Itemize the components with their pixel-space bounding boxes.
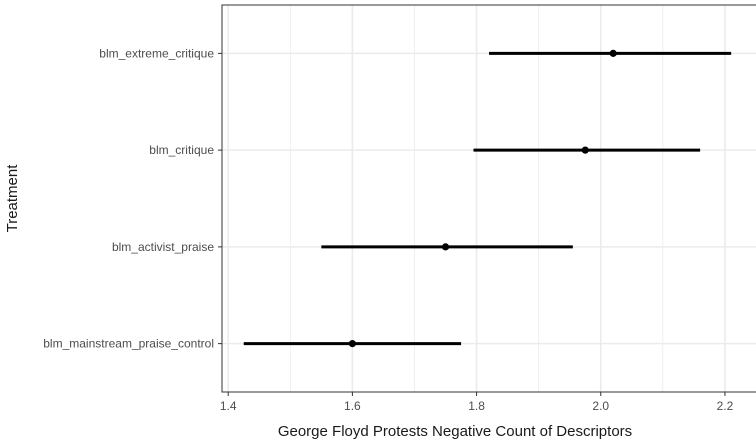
x-tick-label: 1.6: [344, 399, 361, 413]
y-tick-label: blm_critique: [149, 143, 214, 157]
y-axis: blm_extreme_critique blm_critique blm_acti…: [43, 46, 222, 351]
x-tick-label: 2.0: [592, 399, 609, 413]
panel-border: [221, 4, 756, 393]
x-axis: 1.4 1.6 1.8 2.0 2.2: [220, 392, 734, 413]
y-tick-label: blm_mainstream_praise_control: [43, 337, 214, 351]
x-tick-label: 2.2: [717, 399, 734, 413]
y-tick-label: blm_activist_praise: [112, 240, 214, 254]
estimate-point: [441, 243, 450, 251]
x-tick-label: 1.4: [220, 399, 237, 413]
y-tick-label: blm_extreme_critique: [99, 46, 214, 60]
x-tick-label: 1.8: [468, 399, 485, 413]
chart-marks: [243, 49, 732, 348]
estimate-point: [609, 49, 617, 57]
x-axis-title: George Floyd Protests Negative Count of …: [278, 423, 632, 440]
estimate-point: [348, 340, 356, 348]
y-axis-title: Treatment: [4, 164, 21, 233]
estimate-point: [581, 146, 589, 154]
